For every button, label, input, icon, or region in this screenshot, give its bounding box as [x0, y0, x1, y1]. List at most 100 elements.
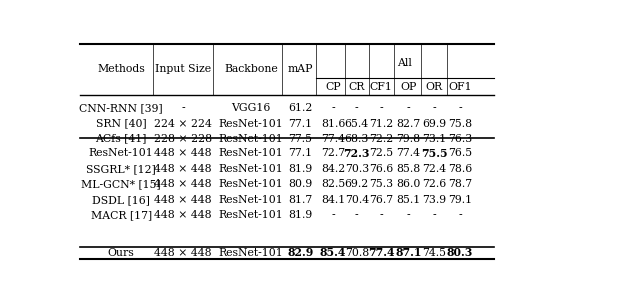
Text: 72.6: 72.6	[422, 179, 446, 190]
Text: -: -	[458, 210, 461, 220]
Text: 80.3: 80.3	[447, 247, 473, 258]
Text: 75.3: 75.3	[369, 179, 393, 190]
Text: ResNet-101: ResNet-101	[219, 134, 284, 144]
Text: 85.1: 85.1	[396, 195, 420, 205]
Text: -: -	[181, 103, 185, 114]
Text: DSDL [16]: DSDL [16]	[92, 195, 150, 205]
Text: -: -	[458, 103, 461, 114]
Text: 77.4: 77.4	[368, 247, 394, 258]
Text: 72.5: 72.5	[369, 148, 393, 159]
Text: CR: CR	[349, 82, 365, 92]
Text: All: All	[397, 58, 412, 68]
Text: ACfs [41]: ACfs [41]	[95, 134, 147, 144]
Text: 448 × 448: 448 × 448	[154, 164, 212, 174]
Text: 448 × 448: 448 × 448	[154, 210, 212, 220]
Text: 81.9: 81.9	[288, 210, 312, 220]
Text: -: -	[380, 103, 383, 114]
Text: -: -	[433, 210, 436, 220]
Text: -: -	[331, 210, 335, 220]
Text: 75.5: 75.5	[421, 148, 447, 159]
Text: 85.8: 85.8	[396, 164, 420, 174]
Text: 75.8: 75.8	[448, 119, 472, 129]
Text: 224 × 224: 224 × 224	[154, 119, 212, 129]
Text: 77.5: 77.5	[288, 134, 312, 144]
Text: 81.6: 81.6	[321, 119, 345, 129]
Text: 72.3: 72.3	[344, 148, 370, 159]
Text: 78.7: 78.7	[448, 179, 472, 190]
Text: ResNet-101: ResNet-101	[219, 248, 284, 257]
Text: -: -	[406, 210, 410, 220]
Text: 74.5: 74.5	[422, 248, 446, 257]
Text: OF1: OF1	[448, 82, 472, 92]
Text: 70.4: 70.4	[345, 195, 369, 205]
Text: 71.2: 71.2	[369, 119, 393, 129]
Text: 72.4: 72.4	[422, 164, 446, 174]
Text: 73.9: 73.9	[422, 195, 446, 205]
Text: ML-GCN* [15]: ML-GCN* [15]	[81, 179, 161, 190]
Text: 448 × 448: 448 × 448	[154, 179, 212, 190]
Text: 86.0: 86.0	[396, 179, 420, 190]
Text: -: -	[433, 103, 436, 114]
Text: 72.7: 72.7	[321, 148, 345, 159]
Text: -: -	[355, 210, 358, 220]
Text: 82.7: 82.7	[396, 119, 420, 129]
Text: -: -	[355, 103, 358, 114]
Text: 76.5: 76.5	[448, 148, 472, 159]
Text: -: -	[406, 103, 410, 114]
Text: Ours: Ours	[108, 248, 134, 257]
Text: 65.4: 65.4	[345, 119, 369, 129]
Text: 76.7: 76.7	[369, 195, 393, 205]
Text: Methods: Methods	[97, 64, 145, 74]
Text: -: -	[331, 103, 335, 114]
Text: 72.2: 72.2	[369, 134, 393, 144]
Text: 87.1: 87.1	[395, 247, 422, 258]
Text: CNN-RNN [39]: CNN-RNN [39]	[79, 103, 163, 114]
Text: OR: OR	[426, 82, 443, 92]
Text: 61.2: 61.2	[288, 103, 312, 114]
Text: 81.7: 81.7	[288, 195, 312, 205]
Text: SSGRL* [12]: SSGRL* [12]	[86, 164, 156, 174]
Text: ResNet-101: ResNet-101	[219, 195, 284, 205]
Text: 77.4: 77.4	[321, 134, 345, 144]
Text: MACR [17]: MACR [17]	[91, 210, 152, 220]
Text: 82.5: 82.5	[321, 179, 345, 190]
Text: 80.9: 80.9	[288, 179, 312, 190]
Text: 77.4: 77.4	[396, 148, 420, 159]
Text: 76.3: 76.3	[448, 134, 472, 144]
Text: ResNet-101: ResNet-101	[219, 210, 284, 220]
Text: 84.2: 84.2	[321, 164, 345, 174]
Text: ResNet-101: ResNet-101	[219, 164, 284, 174]
Text: ResNet-101: ResNet-101	[219, 179, 284, 190]
Text: 70.3: 70.3	[345, 164, 369, 174]
Text: -: -	[380, 210, 383, 220]
Text: 76.6: 76.6	[369, 164, 393, 174]
Text: CP: CP	[325, 82, 340, 92]
Text: 69.2: 69.2	[345, 179, 369, 190]
Text: 448 × 448: 448 × 448	[154, 195, 212, 205]
Text: 68.3: 68.3	[344, 134, 369, 144]
Text: OP: OP	[400, 82, 417, 92]
Text: CF1: CF1	[370, 82, 392, 92]
Text: 79.8: 79.8	[396, 134, 420, 144]
Text: Input Size: Input Size	[155, 64, 211, 74]
Text: 84.1: 84.1	[321, 195, 345, 205]
Text: 79.1: 79.1	[448, 195, 472, 205]
Text: ResNet-101: ResNet-101	[89, 148, 154, 159]
Text: 81.9: 81.9	[288, 164, 312, 174]
Text: 73.1: 73.1	[422, 134, 446, 144]
Text: 448 × 448: 448 × 448	[154, 148, 212, 159]
Text: mAP: mAP	[287, 64, 313, 74]
Text: SRN [40]: SRN [40]	[96, 119, 147, 129]
Text: ResNet-101: ResNet-101	[219, 119, 284, 129]
Text: 228 × 228: 228 × 228	[154, 134, 212, 144]
Text: Backbone: Backbone	[224, 64, 278, 74]
Text: VGG16: VGG16	[232, 103, 271, 114]
Text: 77.1: 77.1	[288, 148, 312, 159]
Text: 82.9: 82.9	[287, 247, 314, 258]
Text: 70.8: 70.8	[345, 248, 369, 257]
Text: 77.1: 77.1	[288, 119, 312, 129]
Text: 448 × 448: 448 × 448	[154, 248, 212, 257]
Text: 69.9: 69.9	[422, 119, 446, 129]
Text: 85.4: 85.4	[320, 247, 346, 258]
Text: ResNet-101: ResNet-101	[219, 148, 284, 159]
